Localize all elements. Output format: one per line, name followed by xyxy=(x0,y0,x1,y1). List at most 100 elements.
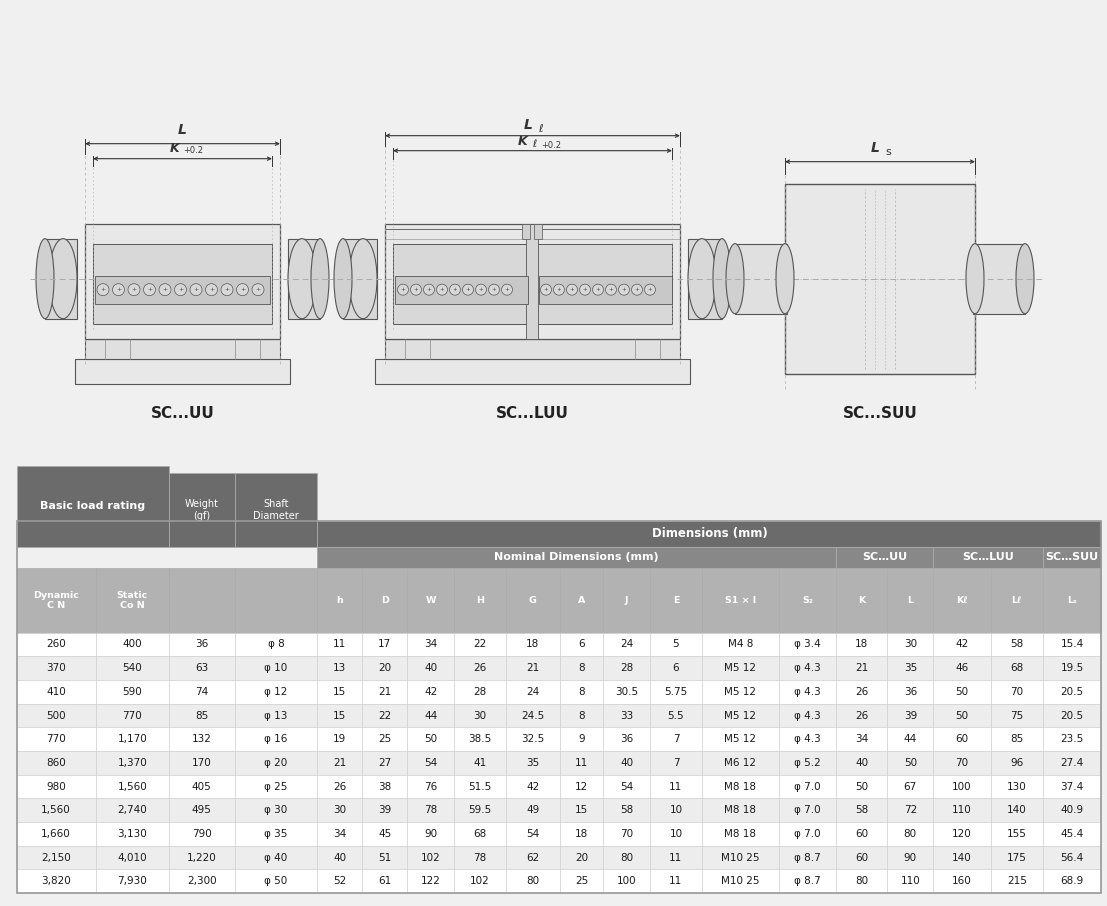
Bar xyxy=(603,870,650,893)
Bar xyxy=(17,632,95,656)
Bar xyxy=(603,680,650,704)
Text: 58: 58 xyxy=(620,805,633,815)
Bar xyxy=(407,751,454,775)
Text: M8 18: M8 18 xyxy=(724,782,756,792)
Text: φ 50: φ 50 xyxy=(265,876,288,886)
Text: 34: 34 xyxy=(855,734,868,744)
Text: 50: 50 xyxy=(903,758,917,768)
Ellipse shape xyxy=(776,244,794,313)
Bar xyxy=(506,846,560,870)
Bar xyxy=(650,728,702,751)
Bar xyxy=(836,568,887,632)
Bar xyxy=(537,244,672,323)
Bar xyxy=(779,704,836,728)
Text: 60: 60 xyxy=(955,734,969,744)
Text: 10: 10 xyxy=(670,805,683,815)
Bar xyxy=(1043,775,1101,798)
Text: 132: 132 xyxy=(192,734,211,744)
Bar xyxy=(1043,798,1101,822)
Text: 26: 26 xyxy=(855,710,868,720)
Bar xyxy=(702,870,779,893)
Text: 400: 400 xyxy=(123,640,142,650)
Bar xyxy=(17,798,95,822)
Text: 122: 122 xyxy=(421,876,441,886)
Bar xyxy=(235,474,318,546)
Text: 49: 49 xyxy=(526,805,539,815)
Text: 90: 90 xyxy=(903,853,917,863)
Bar xyxy=(454,751,506,775)
Bar xyxy=(836,751,887,775)
Text: +: + xyxy=(116,287,121,292)
Bar xyxy=(650,656,702,680)
Text: 24: 24 xyxy=(526,687,539,697)
Text: 21: 21 xyxy=(333,758,346,768)
Text: 78: 78 xyxy=(474,853,486,863)
Bar xyxy=(362,656,407,680)
Bar xyxy=(318,870,362,893)
Bar xyxy=(779,568,836,632)
Bar xyxy=(687,238,722,319)
Bar xyxy=(702,704,779,728)
Bar xyxy=(603,656,650,680)
Bar xyxy=(407,798,454,822)
Bar xyxy=(887,846,933,870)
Bar xyxy=(385,224,680,339)
Ellipse shape xyxy=(1016,244,1034,313)
Text: 30.5: 30.5 xyxy=(615,687,638,697)
Text: 58: 58 xyxy=(1011,640,1024,650)
Text: 130: 130 xyxy=(1007,782,1026,792)
Text: 70: 70 xyxy=(955,758,969,768)
Bar xyxy=(95,751,168,775)
Text: 78: 78 xyxy=(424,805,437,815)
Text: 59.5: 59.5 xyxy=(468,805,492,815)
Bar xyxy=(235,704,318,728)
Text: s: s xyxy=(884,147,891,157)
Text: φ 12: φ 12 xyxy=(265,687,288,697)
Text: 12: 12 xyxy=(575,782,588,792)
Bar xyxy=(991,870,1043,893)
Text: 63: 63 xyxy=(195,663,208,673)
Text: M8 18: M8 18 xyxy=(724,805,756,815)
Text: 85: 85 xyxy=(1011,734,1024,744)
Text: 1,560: 1,560 xyxy=(117,782,147,792)
Bar xyxy=(779,656,836,680)
Text: M4 8: M4 8 xyxy=(727,640,753,650)
Bar xyxy=(887,632,933,656)
Text: K: K xyxy=(518,135,527,148)
Bar xyxy=(887,822,933,846)
Bar xyxy=(407,728,454,751)
Text: 18: 18 xyxy=(855,640,868,650)
Bar xyxy=(603,775,650,798)
Text: 15: 15 xyxy=(333,687,346,697)
Text: +: + xyxy=(648,287,652,292)
Bar xyxy=(560,568,603,632)
Text: 6: 6 xyxy=(578,640,584,650)
Text: 110: 110 xyxy=(900,876,920,886)
Bar xyxy=(702,751,779,775)
Bar xyxy=(650,704,702,728)
Text: 1,560: 1,560 xyxy=(41,805,71,815)
Text: +: + xyxy=(478,287,484,292)
Text: K: K xyxy=(858,596,866,605)
Text: 2,740: 2,740 xyxy=(117,805,147,815)
Text: 11: 11 xyxy=(670,853,683,863)
Text: 39: 39 xyxy=(903,710,917,720)
Bar xyxy=(362,846,407,870)
Bar xyxy=(779,822,836,846)
Text: 410: 410 xyxy=(46,687,66,697)
Text: 42: 42 xyxy=(526,782,539,792)
Text: 590: 590 xyxy=(123,687,142,697)
Bar xyxy=(779,846,836,870)
Bar xyxy=(235,751,318,775)
Bar xyxy=(1043,656,1101,680)
Ellipse shape xyxy=(966,244,984,313)
Bar xyxy=(702,822,779,846)
Text: 25: 25 xyxy=(575,876,588,886)
Circle shape xyxy=(411,284,422,295)
Circle shape xyxy=(606,284,617,295)
Text: D: D xyxy=(381,596,389,605)
Bar xyxy=(235,568,318,632)
Bar xyxy=(887,798,933,822)
Bar xyxy=(603,704,650,728)
Bar xyxy=(506,656,560,680)
